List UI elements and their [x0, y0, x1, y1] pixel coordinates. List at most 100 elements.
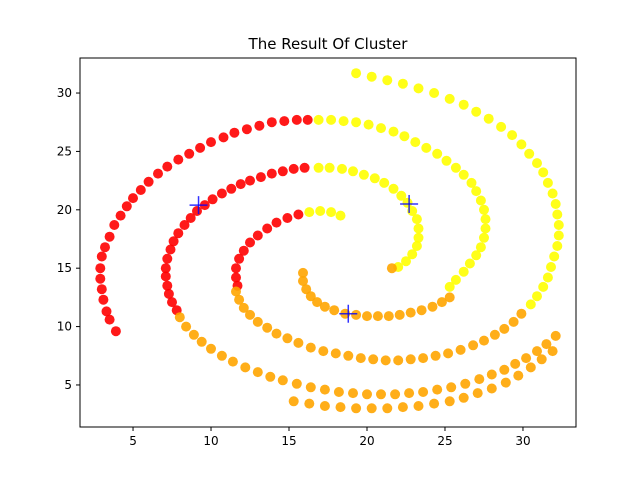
cluster-3-point — [436, 297, 447, 308]
centroid-marker — [189, 196, 208, 215]
cluster-1-point — [179, 220, 190, 230]
cluster-3-point — [405, 354, 416, 365]
cluster-1-point — [135, 185, 146, 195]
cluster-2-point — [304, 207, 315, 218]
cluster-1-point — [302, 114, 313, 125]
cluster-2-point — [407, 249, 418, 260]
cluster-3-point — [486, 369, 497, 380]
cluster-3-point — [532, 346, 542, 357]
cluster-2-point — [413, 83, 424, 94]
cluster-2-point — [471, 186, 482, 197]
cluster-1-point — [234, 253, 245, 264]
cluster-2-point — [410, 137, 421, 148]
cluster-3-point — [343, 350, 354, 361]
cluster-2-point — [496, 121, 507, 132]
cluster-3-point — [329, 305, 340, 316]
cluster-1-point — [162, 280, 173, 291]
cluster-3-point — [510, 358, 521, 369]
cluster-3-point — [368, 354, 379, 365]
cluster-2-point — [388, 126, 399, 137]
cluster-3-point — [427, 301, 438, 312]
cluster-1-point — [168, 236, 179, 247]
cluster-3-point — [188, 329, 199, 340]
cluster-1-point — [291, 114, 302, 125]
cluster-1-point — [266, 117, 277, 128]
x-tick-label: 5 — [129, 434, 137, 448]
cluster-3-point — [240, 362, 251, 373]
cluster-1-point — [245, 237, 255, 248]
cluster-2-point — [351, 117, 362, 128]
cluster-1-point — [254, 120, 265, 131]
cluster-3-point — [227, 356, 238, 367]
cluster-1-point — [266, 168, 277, 179]
cluster-1-point — [192, 206, 202, 216]
cluster-2-point — [532, 291, 542, 302]
cluster-1-point — [96, 251, 107, 262]
x-tick-label: 15 — [281, 434, 296, 448]
cluster-3-point — [288, 396, 299, 407]
cluster-3-point — [458, 392, 469, 403]
y-axis: 5 10 15 20 25 30 — [57, 86, 80, 392]
cluster-3-point — [181, 321, 192, 332]
cluster-3-point — [429, 398, 440, 409]
cluster-2-point — [542, 272, 553, 283]
cluster-3-point — [444, 292, 455, 303]
cluster-2-point — [358, 169, 369, 180]
cluster-1-point — [110, 326, 121, 337]
x-tick-label: 20 — [359, 434, 374, 448]
cluster-3-point — [472, 388, 483, 399]
cluster-2-point — [432, 148, 443, 159]
cluster-3-point — [489, 329, 500, 340]
centroid-marker — [400, 194, 419, 213]
cluster-2-point — [397, 78, 408, 89]
cluster-2-point — [471, 250, 482, 261]
cluster-3-point — [500, 377, 511, 388]
cluster-2-point — [411, 214, 422, 225]
cluster-2-point — [552, 241, 563, 251]
cluster-2-point — [351, 68, 362, 79]
cluster-1-point — [100, 242, 110, 253]
cluster-2-point — [552, 209, 563, 220]
cluster-1-point — [299, 162, 310, 173]
cluster-3-point — [351, 309, 362, 320]
cluster-3-point — [525, 362, 536, 373]
cluster-2-point — [376, 123, 386, 134]
cluster-2-point — [507, 130, 518, 141]
cluster-3-point — [455, 344, 466, 355]
cluster-1-point — [245, 175, 255, 186]
cluster-3-point — [319, 401, 330, 411]
cluster-2-point — [421, 142, 432, 153]
cluster-1-point — [226, 183, 237, 194]
cluster-1-point — [160, 271, 171, 282]
cluster-2-point — [450, 274, 461, 285]
cluster-3-point — [252, 316, 263, 327]
cluster-3-point — [499, 364, 510, 375]
y-tick-label: 25 — [57, 144, 72, 158]
cluster-1-point — [121, 201, 132, 212]
cluster-1-point — [255, 172, 266, 183]
cluster-3-point — [380, 355, 391, 366]
cluster-3-point — [298, 267, 308, 278]
centroid-layer — [189, 194, 419, 323]
cluster-3-point — [486, 383, 497, 394]
cluster-3-point — [305, 342, 316, 353]
cluster-2-point — [396, 190, 407, 201]
cluster-2-point — [313, 162, 324, 173]
cluster-3-point — [174, 312, 185, 323]
cluster-3-point — [312, 297, 323, 308]
cluster-3-point — [245, 309, 255, 320]
cluster-1-point — [195, 142, 206, 153]
cluster-3-point — [252, 367, 263, 378]
cluster-3-point — [390, 389, 401, 400]
cluster-3-point — [397, 402, 408, 413]
cluster-2-point — [553, 230, 564, 241]
cluster-1-point — [279, 116, 290, 127]
cluster-2-point — [441, 155, 452, 166]
centroid-marker — [339, 304, 358, 323]
cluster-2-point — [458, 169, 469, 180]
cluster-3-point — [443, 348, 454, 359]
cluster-3-point — [262, 322, 273, 333]
cluster-2-point — [399, 131, 410, 142]
cluster-3-point — [305, 291, 316, 302]
cluster-1-point — [252, 230, 263, 241]
